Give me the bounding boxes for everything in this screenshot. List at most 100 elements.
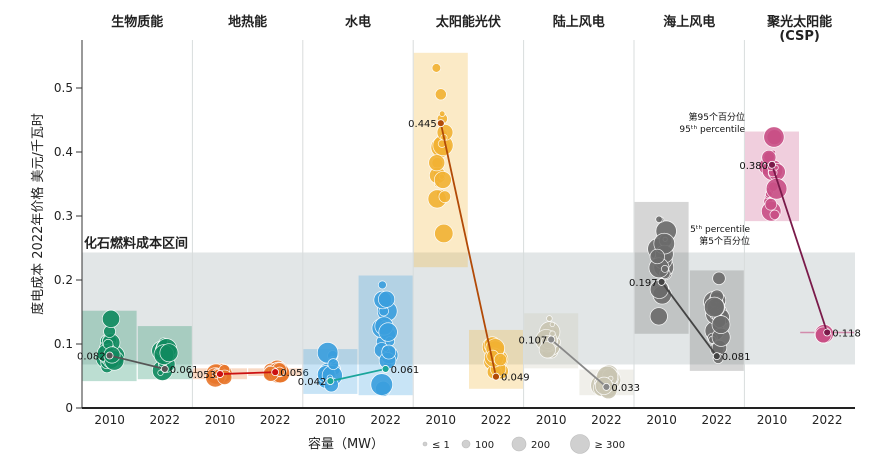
capacity-bubble	[493, 353, 508, 367]
legend-bubble	[511, 436, 527, 452]
x-tick-label: 2010	[94, 413, 125, 427]
mean-marker-2022	[823, 328, 832, 337]
legend-title: 容量（MW）	[308, 436, 384, 452]
legend-item-label: 100	[475, 440, 494, 451]
category-title: 地热能	[228, 14, 267, 30]
x-tick-label: 2010	[315, 413, 346, 427]
capacity-bubble	[549, 330, 556, 337]
mean-marker-2022	[492, 372, 500, 381]
capacity-bubble	[538, 341, 556, 359]
capacity-bubble	[711, 315, 731, 334]
trend-line	[330, 368, 386, 382]
capacity-bubble	[649, 248, 665, 265]
legend-item-label: 200	[531, 440, 550, 451]
value-label-2010: 0.197	[629, 278, 658, 289]
legend-bubble	[570, 434, 590, 454]
category-title: (CSP)	[779, 29, 820, 44]
capacity-bubble	[381, 344, 397, 360]
annotation-p5-cn: 第5个百分位	[699, 235, 750, 247]
capacity-bubble	[703, 296, 725, 318]
trend-line	[109, 354, 166, 370]
trend-line	[771, 164, 829, 333]
mean-marker-2010	[768, 160, 776, 169]
value-label-2022: 0.081	[722, 352, 751, 363]
capacity-bubble	[370, 373, 394, 396]
value-label-2010: 0.082	[77, 352, 106, 363]
x-tick-label: 2010	[426, 413, 457, 427]
x-tick-label: 2022	[370, 413, 401, 427]
y-tick-label: 0.5	[54, 81, 73, 95]
capacity-bubble	[434, 88, 447, 101]
mean-marker-2022	[381, 365, 390, 373]
value-label-2022: 0.061	[170, 365, 199, 376]
legend-bubble	[461, 439, 471, 449]
value-label-2022: 0.033	[611, 383, 640, 394]
y-tick-label: 0.3	[54, 209, 73, 223]
x-tick-label: 2022	[591, 413, 622, 427]
annotation-p5-en: 5ᵗʰ percentile	[690, 225, 750, 235]
y-tick-label: 0.2	[54, 273, 73, 287]
capacity-bubble	[377, 280, 387, 290]
capacity-bubble	[431, 63, 442, 73]
y-tick-label: 0.4	[54, 145, 73, 159]
x-tick-label: 2022	[481, 413, 512, 427]
category-title: 水电	[345, 14, 371, 30]
capacity-bubble	[433, 171, 452, 189]
category-title: 陆上风电	[553, 14, 605, 30]
mean-marker-2022	[602, 382, 611, 391]
trend-line	[219, 371, 276, 375]
mean-marker-2010	[216, 370, 224, 378]
legend-item-label: ≤ 1	[432, 440, 450, 451]
legend-item-label: ≥ 300	[595, 440, 626, 451]
value-label-2010: 0.042	[298, 377, 327, 388]
capacity-bubble	[378, 290, 396, 308]
annotation-p95-en: 95ᵗʰ percentile	[679, 125, 745, 135]
category-title: 生物质能	[111, 14, 163, 30]
capacity-bubble	[101, 309, 121, 328]
value-label-2022: 0.056	[280, 368, 309, 379]
capacity-bubble	[655, 215, 663, 223]
category-title: 聚光太阳能	[766, 14, 832, 30]
y-tick-label: 0.1	[54, 337, 73, 351]
capacity-bubble	[378, 322, 398, 342]
capacity-bubble	[764, 198, 778, 211]
fossil-band-label: 化石燃料成本区间	[84, 235, 188, 251]
capacity-bubble	[438, 110, 446, 117]
category-title: 太阳能光伏	[435, 14, 501, 30]
value-label-2010: 0.053	[187, 370, 216, 381]
x-tick-label: 2010	[536, 413, 567, 427]
capacity-bubble	[649, 307, 668, 326]
trend-line	[660, 281, 718, 357]
mean-marker-2010	[105, 351, 114, 360]
mean-marker-2022	[271, 368, 280, 377]
x-tick-label: 2022	[150, 413, 181, 427]
capacity-bubble	[546, 315, 553, 322]
capacity-bubble	[661, 265, 669, 273]
annotation-p95-cn: 第95个百分位	[689, 111, 745, 123]
trend-line	[439, 123, 497, 377]
value-label-2022: 0.118	[832, 328, 861, 339]
value-label-2010: 0.445	[408, 119, 437, 130]
x-tick-label: 2010	[757, 413, 788, 427]
capacity-bubble	[712, 271, 726, 285]
trend-line	[550, 338, 607, 388]
capacity-bubble	[327, 358, 340, 370]
value-label-2010: 0.107	[519, 336, 548, 347]
capacity-bubble	[763, 126, 785, 148]
capacity-bubble	[434, 223, 454, 244]
x-tick-label: 2022	[812, 413, 843, 427]
x-tick-label: 2022	[260, 413, 291, 427]
x-tick-label: 2022	[702, 413, 733, 427]
capacity-bubble	[428, 154, 446, 172]
y-tick-label: 0	[65, 401, 73, 415]
capacity-bubble	[549, 321, 555, 328]
mean-marker-2010	[436, 119, 445, 128]
capacity-bubble	[769, 209, 780, 220]
category-title: 海上风电	[663, 14, 715, 30]
mean-marker-2010	[657, 278, 666, 286]
capacity-bubble	[159, 343, 179, 363]
mean-marker-2022	[712, 352, 721, 361]
mean-marker-2010	[547, 335, 556, 344]
